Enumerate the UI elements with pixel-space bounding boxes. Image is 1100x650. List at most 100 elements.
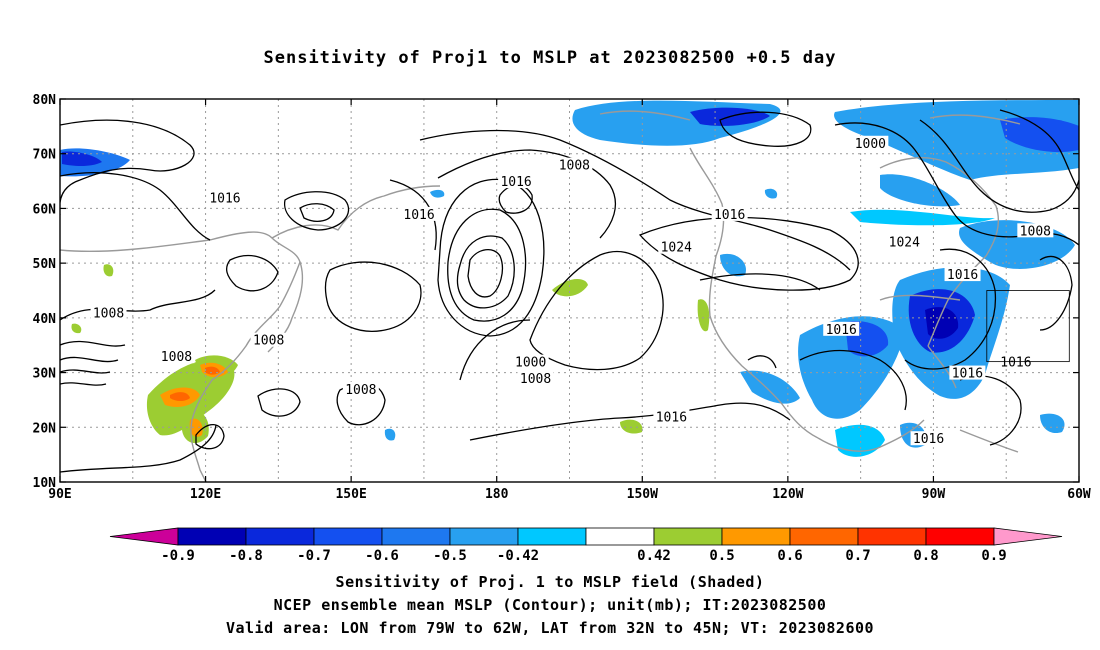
shading-region bbox=[620, 419, 643, 434]
contour-label: 1016 bbox=[656, 410, 687, 425]
contour-label-bg bbox=[658, 239, 695, 254]
footer-line-2: NCEP ensemble mean MSLP (Contour); unit(… bbox=[273, 596, 827, 614]
contour-label-bg bbox=[206, 190, 243, 205]
contour-label-bg bbox=[886, 234, 923, 249]
mslp-contour bbox=[447, 208, 527, 322]
colorbar-segment bbox=[585, 527, 655, 546]
lat-tick-label: 40N bbox=[33, 312, 57, 327]
colorbar-segment bbox=[313, 527, 383, 546]
shading-region bbox=[959, 220, 1075, 269]
contour-label-bg bbox=[556, 157, 593, 172]
shading-region bbox=[697, 299, 710, 332]
mslp-contour bbox=[60, 382, 107, 386]
contour-label: 1016 bbox=[500, 175, 531, 190]
colorbar-label: -0.6 bbox=[365, 548, 399, 564]
contour-label: 1024 bbox=[889, 235, 920, 250]
graticule bbox=[60, 99, 1079, 482]
contour-label: 1016 bbox=[714, 208, 745, 223]
valid-area-box bbox=[986, 290, 1070, 363]
colorbar-label: -0.5 bbox=[433, 548, 467, 564]
mslp-contour bbox=[719, 111, 812, 147]
contour-label-bg bbox=[498, 174, 535, 189]
contour-label-bg bbox=[944, 267, 981, 282]
lat-tick-label: 70N bbox=[33, 148, 57, 163]
contour-label: 1016 bbox=[1088, 142, 1100, 157]
colorbar-high-arrow bbox=[993, 527, 1063, 546]
contour-label: 1016 bbox=[1000, 356, 1031, 371]
mslp-contour bbox=[60, 369, 111, 374]
contour-label-bg bbox=[90, 305, 127, 320]
colorbar-segment bbox=[449, 527, 519, 546]
colorbar-label: -0.42 bbox=[497, 548, 539, 564]
contour-label: 1016 bbox=[826, 323, 857, 338]
contour-label-bg bbox=[401, 206, 438, 221]
colorbar-label: 0.9 bbox=[981, 548, 1006, 564]
coastline bbox=[599, 110, 691, 121]
colorbar-segment bbox=[925, 527, 995, 546]
coastline bbox=[929, 114, 1021, 125]
contour-label: 1008 bbox=[345, 383, 376, 398]
contour-label: 1016 bbox=[947, 268, 978, 283]
contour-label: 1008 bbox=[253, 334, 284, 349]
colorbar-low-arrow bbox=[109, 527, 179, 546]
contour-label-bg bbox=[910, 431, 947, 446]
mslp-contour bbox=[529, 251, 664, 371]
mslp-contour bbox=[60, 172, 211, 241]
shading-region bbox=[1000, 117, 1079, 153]
lat-tick-label: 30N bbox=[33, 367, 57, 382]
lat-tick-label: 80N bbox=[33, 93, 57, 108]
mslp-contour bbox=[456, 235, 515, 309]
colorbar-segment bbox=[245, 527, 315, 546]
lon-tick-label: 90E bbox=[48, 487, 71, 502]
lat-tick-label: 60N bbox=[33, 202, 57, 217]
contour-label: 1008 bbox=[93, 306, 124, 321]
colorbar-segment bbox=[857, 527, 927, 546]
contour-label: 1016 bbox=[209, 191, 240, 206]
shading-region bbox=[850, 209, 995, 226]
coastline bbox=[959, 429, 1019, 453]
mslp-contour bbox=[699, 273, 821, 291]
shading-region bbox=[384, 428, 396, 441]
contour-label-bg bbox=[711, 206, 748, 221]
mslp-contour bbox=[324, 261, 422, 332]
colorbar-label: 0.5 bbox=[709, 548, 734, 564]
coastline bbox=[817, 419, 925, 452]
contour-label: 1000 bbox=[855, 137, 886, 152]
lon-tick-label: 120W bbox=[772, 487, 803, 502]
contour-label: 1008 bbox=[1020, 224, 1051, 239]
coastline bbox=[879, 294, 961, 301]
mslp-contour bbox=[299, 203, 335, 222]
contour-label: 1016 bbox=[952, 367, 983, 382]
shading-region bbox=[720, 253, 746, 277]
mslp-contour bbox=[419, 129, 851, 271]
lon-tick-label: 60W bbox=[1067, 487, 1091, 502]
shading-region bbox=[835, 424, 885, 457]
lon-tick-label: 150E bbox=[335, 487, 366, 502]
lon-tick-label: 90W bbox=[922, 487, 946, 502]
contour-label-bg bbox=[517, 371, 554, 386]
shading-region bbox=[189, 418, 203, 437]
colorbar-label: -0.8 bbox=[229, 548, 263, 564]
shading-region bbox=[71, 323, 82, 334]
contour-label: 1008 bbox=[520, 372, 551, 387]
shading-region bbox=[1040, 413, 1065, 434]
mslp-contour bbox=[60, 340, 126, 347]
mslp-contour bbox=[225, 255, 279, 292]
colorbar-segment bbox=[517, 527, 587, 546]
mslp-contours bbox=[60, 109, 1079, 473]
contour-label: 1016 bbox=[913, 432, 944, 447]
mslp-contour bbox=[60, 119, 195, 215]
mslp-contour bbox=[1039, 255, 1073, 331]
contour-label: 1016 bbox=[403, 208, 434, 223]
contour-label-bg bbox=[158, 349, 195, 364]
plot-frame bbox=[59, 98, 1080, 483]
lat-tick-label: 20N bbox=[33, 421, 57, 436]
contour-label-bg bbox=[250, 332, 287, 347]
contour-label-bg bbox=[1017, 223, 1054, 238]
colorbar-label: 0.8 bbox=[913, 548, 938, 564]
colorbar-label: -0.9 bbox=[161, 548, 195, 564]
coastline bbox=[689, 147, 819, 439]
shading-region bbox=[740, 370, 800, 404]
